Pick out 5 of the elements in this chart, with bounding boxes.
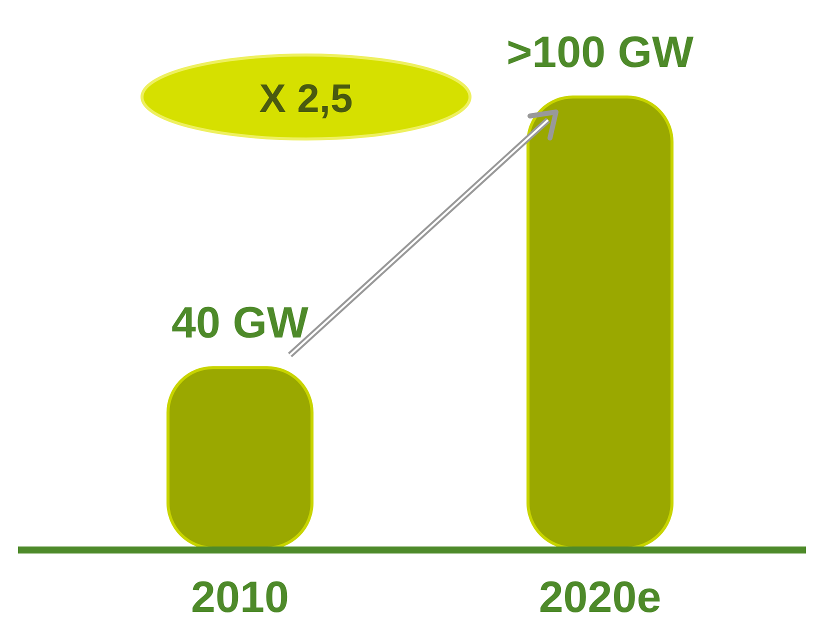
x-tick-label: 2010 xyxy=(191,573,289,622)
data-label: 40 GW xyxy=(172,298,309,348)
x-tick-label: 2020e xyxy=(538,573,662,622)
annotation: X 2,5 xyxy=(259,77,353,121)
data-label: >100 GW xyxy=(506,28,694,77)
